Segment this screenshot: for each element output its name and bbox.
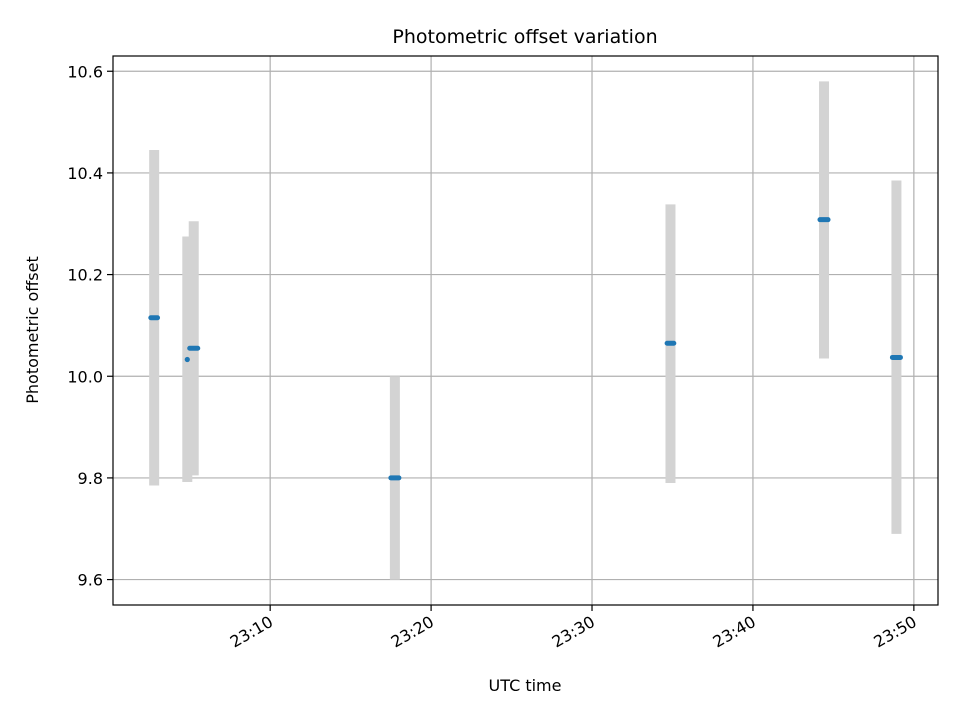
y-tick-label: 10.2 xyxy=(67,266,103,285)
data-points xyxy=(148,217,903,481)
y-tick-label: 10.0 xyxy=(67,367,103,386)
x-axis-title: UTC time xyxy=(489,676,562,695)
y-tick-label: 10.4 xyxy=(67,164,103,183)
y-tick-label: 9.6 xyxy=(78,571,103,590)
chart-title: Photometric offset variation xyxy=(392,26,657,48)
y-tick-label: 9.8 xyxy=(78,469,103,488)
grid xyxy=(113,56,938,605)
y-tick-label: 10.6 xyxy=(67,62,103,81)
y-axis-title: Photometric offset xyxy=(23,256,42,404)
data-point xyxy=(184,356,190,363)
plot-frame xyxy=(112,55,939,606)
